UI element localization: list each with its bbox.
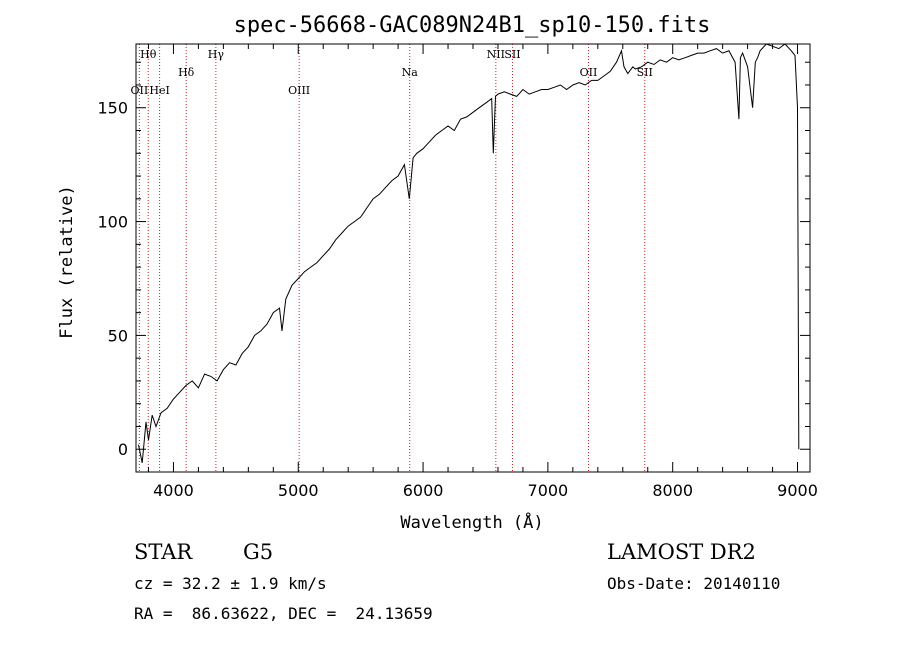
object-subclass: G5 [243,540,274,564]
y-tick-label: 0 [118,440,128,459]
line-marker-label: OIII [288,84,310,97]
plot-frame [135,43,811,473]
x-tick-label: 8000 [652,481,693,500]
series-layer [138,44,800,463]
line-marker-label: SII [637,66,653,79]
line-marker-label: Na [402,66,419,79]
line-marker-label: OII [131,84,149,97]
x-axis: 4000 5000 6000 7000 8000 9000 [147,44,818,500]
x-tick-label: 9000 [777,481,818,500]
chart-title: spec-56668-GAC089N24B1_sp10-150.fits [234,13,711,38]
line-marker-label: Hγ [208,48,225,61]
line-marker-label: SII [504,48,520,61]
line-marker-label: OII [580,66,598,79]
line-marker-label: NII [487,48,505,61]
y-tick-label: 150 [97,99,128,118]
redshift-text: cz = 32.2 ± 1.9 km/s [134,574,327,593]
observation-date: Obs-Date: 20140110 [607,574,781,593]
object-class: STAR [134,540,193,564]
line-marker-label: Hθ [140,48,157,61]
y-axis: 0 50 100 150 [97,61,810,473]
x-tick-label: 5000 [278,481,319,500]
coordinates-text: RA = 86.63622, DEC = 24.13659 [134,604,433,623]
survey-name: LAMOST DR2 [607,540,756,564]
x-tick-label: 6000 [403,481,444,500]
x-tick-label: 7000 [528,481,569,500]
x-tick-label: 4000 [153,481,194,500]
y-axis-label: Flux (relative) [57,185,77,339]
y-tick-label: 100 [97,213,128,232]
spectrum-line [138,44,800,463]
x-axis-label: Wavelength (Å) [400,511,543,533]
y-tick-label: 50 [108,326,128,345]
line-marker-label: Hδ [178,66,195,79]
line-marker-label: HeI [149,84,169,97]
